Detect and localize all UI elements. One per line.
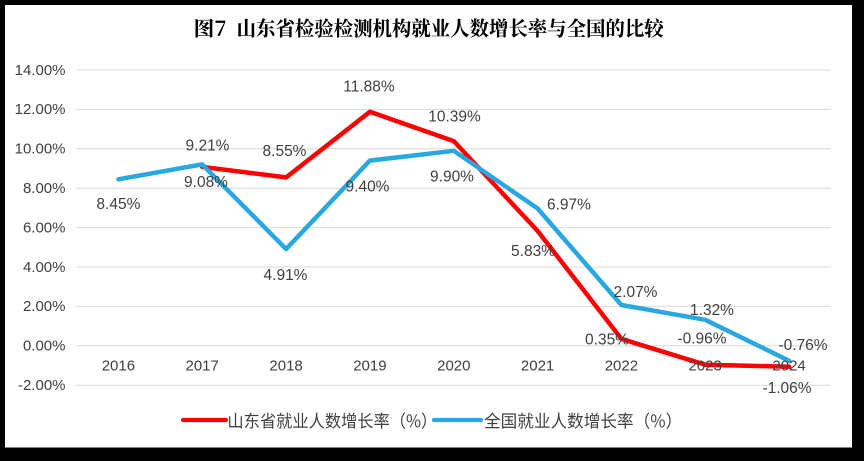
svg-text:10.39%: 10.39% [428, 109, 481, 126]
svg-text:2016: 2016 [102, 358, 135, 375]
svg-text:8.55%: 8.55% [263, 143, 307, 160]
svg-text:1.32%: 1.32% [690, 302, 734, 319]
svg-text:6.97%: 6.97% [547, 197, 591, 214]
svg-text:6.00%: 6.00% [23, 219, 66, 236]
svg-text:2.07%: 2.07% [614, 284, 658, 301]
svg-text:2024: 2024 [772, 358, 805, 375]
svg-text:2020: 2020 [437, 358, 470, 375]
svg-text:8.45%: 8.45% [96, 196, 140, 213]
svg-text:-0.96%: -0.96% [677, 331, 726, 348]
svg-text:2023: 2023 [689, 358, 722, 375]
svg-text:-0.76%: -0.76% [778, 337, 827, 354]
svg-text:8.00%: 8.00% [23, 180, 66, 197]
svg-text:14.00%: 14.00% [15, 62, 66, 79]
svg-text:2019: 2019 [353, 358, 386, 375]
svg-text:-2.00%: -2.00% [18, 377, 66, 394]
svg-text:0.00%: 0.00% [23, 338, 66, 355]
svg-text:9.90%: 9.90% [430, 169, 474, 186]
svg-text:4.91%: 4.91% [264, 267, 308, 284]
svg-text:2018: 2018 [269, 358, 302, 375]
svg-text:2017: 2017 [186, 358, 219, 375]
svg-text:5.83%: 5.83% [511, 243, 555, 260]
svg-text:10.00%: 10.00% [15, 141, 66, 158]
svg-text:4.00%: 4.00% [23, 259, 66, 276]
svg-text:2.00%: 2.00% [23, 298, 66, 315]
svg-text:9.08%: 9.08% [184, 174, 228, 191]
svg-text:9.40%: 9.40% [346, 179, 390, 196]
svg-text:11.88%: 11.88% [343, 79, 395, 96]
svg-text:0.35%: 0.35% [585, 332, 629, 349]
svg-text:2021: 2021 [521, 358, 554, 375]
svg-text:2022: 2022 [605, 358, 638, 375]
svg-text:12.00%: 12.00% [15, 101, 66, 118]
svg-text:-1.06%: -1.06% [762, 380, 811, 397]
svg-text:9.21%: 9.21% [186, 138, 230, 155]
